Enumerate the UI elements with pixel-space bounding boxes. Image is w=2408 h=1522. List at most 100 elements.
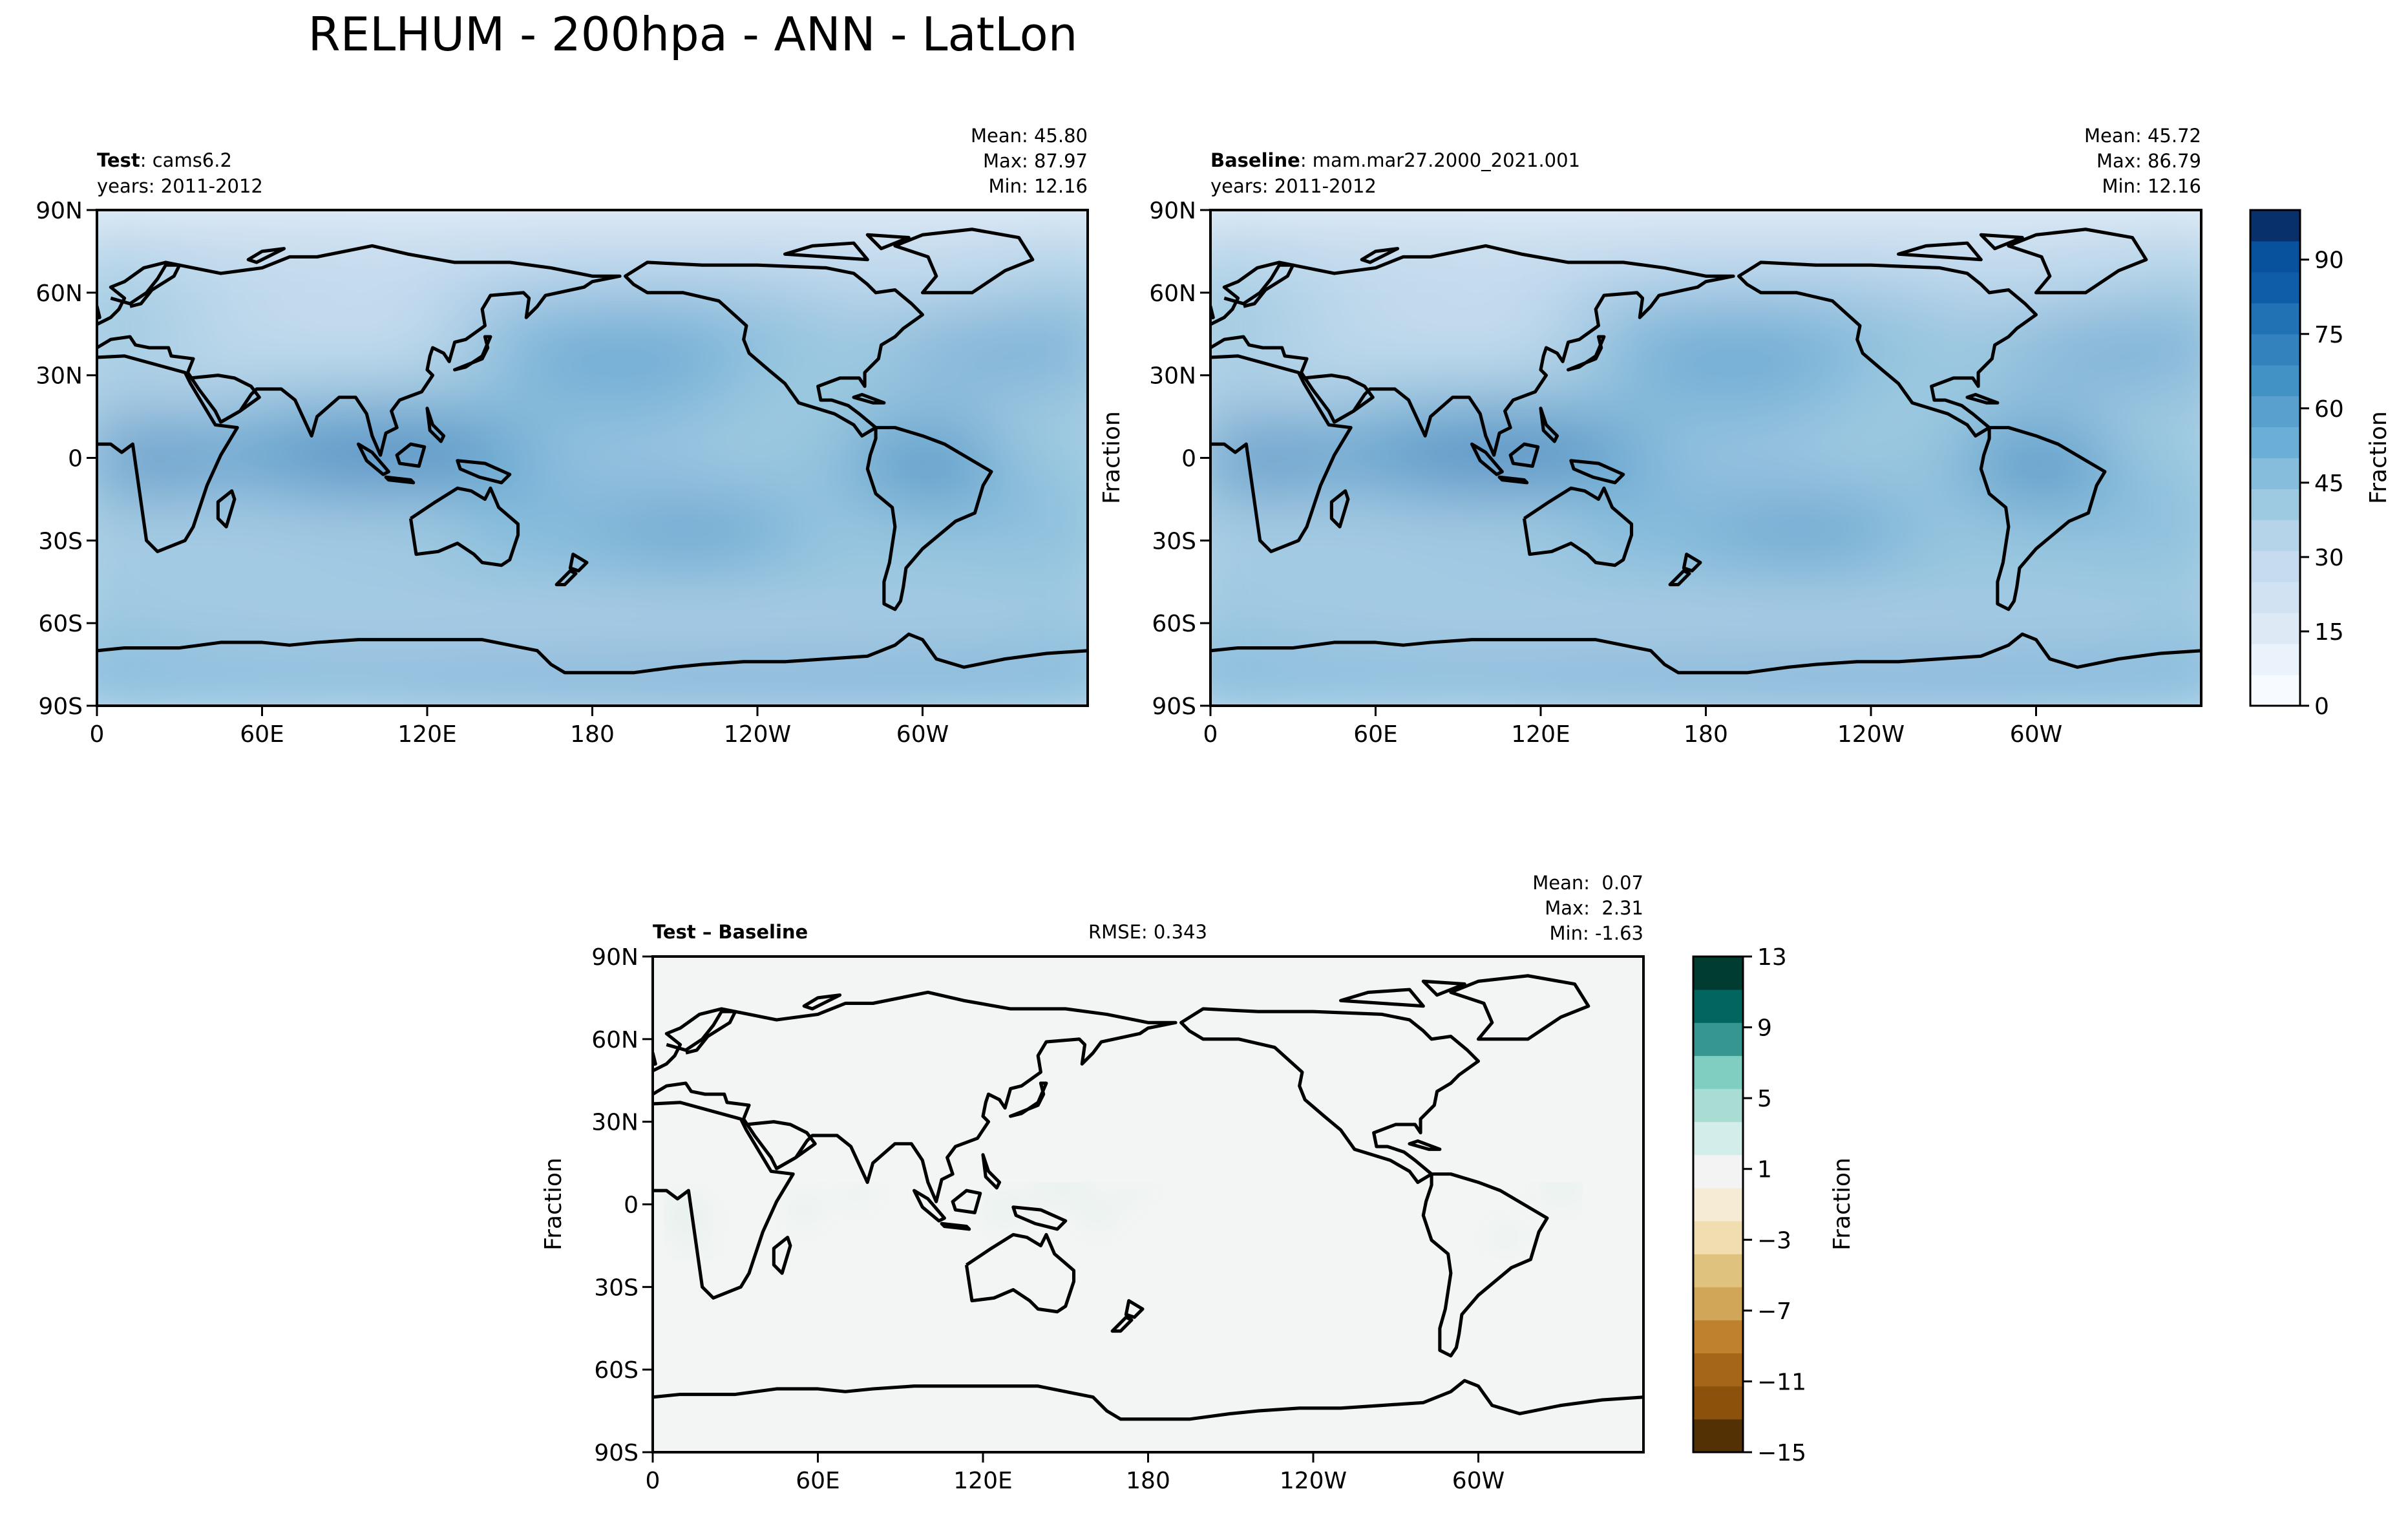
diff-map-background <box>653 957 1643 1452</box>
baseline-ticks: 0 60E 120E 180 120W 60W 90N 60N 30N 0 30S 60S 90S <box>1149 198 2062 748</box>
diff-xtick-label: 0 <box>646 1468 660 1494</box>
baseline-xtick-label: 0 <box>1203 721 1218 748</box>
colorbar-relhum-swatch <box>2250 644 2300 675</box>
baseline-ytick-label: 90S <box>1152 693 1196 720</box>
colorbar-diff-tick-label: 5 <box>1757 1086 1772 1112</box>
baseline-ylabel: Fraction <box>1099 411 1125 504</box>
baseline-xtick-label: 120W <box>1837 721 1905 748</box>
colorbar-diff-tick-label: −15 <box>1757 1440 1806 1466</box>
colorbar-diff-swatch <box>1693 1121 1743 1156</box>
colorbar-diff-swatch <box>1693 1022 1743 1056</box>
colorbar-relhum-swatch <box>2250 551 2300 582</box>
colorbar-diff-swatch <box>1693 1187 1743 1221</box>
baseline-years: years: 2011-2012 <box>1210 175 1377 197</box>
test-ytick-label: 90S <box>38 693 83 720</box>
colorbar-diff-tick-label: −11 <box>1757 1369 1806 1395</box>
panel-diff: 0 60E 120E 180 120W 60W 90N 60N 30N 0 30S 60S 90S Fr… <box>540 872 1645 1494</box>
colorbar-relhum-swatch <box>2250 489 2300 520</box>
colorbar-relhum-swatch <box>2250 427 2300 458</box>
test-xtick-label: 120W <box>724 721 791 748</box>
diff-xtick-label: 120W <box>1280 1468 1347 1494</box>
diff-ylabel: Fraction <box>540 1157 567 1251</box>
colorbar-relhum-tick-label: 90 <box>2314 248 2344 274</box>
colorbar-diff: 13 9 5 1 −3 −7 −11 −15 Fraction <box>1692 944 1855 1466</box>
colorbar-diff-tick-label: −3 <box>1757 1227 1791 1254</box>
colorbar-diff-tick-label: 9 <box>1757 1015 1772 1042</box>
colorbar-diff-swatch <box>1693 957 1743 990</box>
diff-ytick-label: 30S <box>594 1274 639 1301</box>
test-ytick-label: 90N <box>36 198 83 224</box>
colorbar-diff-swatch <box>1693 1320 1743 1354</box>
test-xtick-label: 120E <box>397 721 456 748</box>
colorbar-relhum-tick-label: 60 <box>2314 396 2344 423</box>
figure-title: RELHUM - 200hpa - ANN - LatLon <box>308 7 1078 61</box>
test-ticks: 0 60E 120E 180 120W 60W 90N 60N 30N 0 30S 60S 90S <box>36 198 949 748</box>
baseline-xtick-label: 180 <box>1684 721 1728 748</box>
diff-ytick-label: 60S <box>594 1357 639 1384</box>
diff-xtick-label: 180 <box>1126 1468 1170 1494</box>
diff-stat-min: Min: -1.63 <box>1550 922 1643 944</box>
colorbar-relhum-ticks: 0 15 30 45 60 75 90 <box>2300 248 2344 720</box>
test-xtick-label: 60W <box>896 721 949 748</box>
diff-xtick-label: 60E <box>796 1468 840 1494</box>
baseline-stat-max: Max: 86.79 <box>2096 150 2201 172</box>
test-ytick-label: 30N <box>36 363 83 390</box>
colorbar-diff-swatch <box>1693 1154 1743 1189</box>
test-stat-min: Min: 12.16 <box>989 175 1088 197</box>
diff-ytick-label: 30N <box>591 1110 639 1136</box>
colorbar-diff-swatch <box>1693 1419 1743 1453</box>
colorbar-relhum: 0 15 30 45 60 75 90 Fraction <box>2249 209 2392 720</box>
colorbar-relhum-swatch <box>2250 240 2300 273</box>
baseline-xtick-label: 60W <box>2010 721 2062 748</box>
colorbar-relhum-tick-label: 45 <box>2314 470 2344 497</box>
panel-test: 0 60E 120E 180 120W 60W 90N 60N 30N 0 30S 60S 90S Te… <box>36 125 1089 748</box>
test-stat-max: Max: 87.97 <box>983 150 1088 172</box>
baseline-ytick-label: 60S <box>1152 611 1196 637</box>
colorbar-relhum-swatch <box>2250 210 2300 242</box>
colorbar-relhum-tick-label: 0 <box>2314 693 2329 720</box>
baseline-ytick-label: 60N <box>1149 280 1196 307</box>
colorbar-relhum-swatch <box>2250 675 2300 706</box>
diff-ticks: 0 60E 120E 180 120W 60W 90N 60N 30N 0 30S 60S 90S <box>591 944 1505 1494</box>
colorbar-relhum-label: Fraction <box>2365 411 2392 504</box>
diff-ytick-label: 90N <box>591 944 639 971</box>
colorbar-relhum-tick-label: 30 <box>2314 545 2344 571</box>
test-xtick-label: 180 <box>570 721 615 748</box>
test-ytick-label: 60N <box>36 280 83 307</box>
diff-label: Test – Baseline <box>653 921 808 943</box>
colorbar-diff-label: Fraction <box>1829 1157 1855 1251</box>
diff-rmse: RMSE: 0.343 <box>1088 921 1207 943</box>
test-xtick-label: 60E <box>240 721 284 748</box>
baseline-stat-min: Min: 12.16 <box>2102 175 2201 197</box>
diff-ytick-label: 60N <box>591 1027 639 1053</box>
panel-baseline: 0 60E 120E 180 120W 60W 90N 60N 30N 0 30S 60S 90S Fr… <box>1099 125 2202 748</box>
colorbar-diff-swatch <box>1693 1088 1743 1123</box>
colorbar-diff-swatch <box>1693 1055 1743 1090</box>
colorbar-diff-swatch <box>1693 1254 1743 1287</box>
colorbar-relhum-swatch <box>2250 458 2300 489</box>
test-ytick-label: 60S <box>38 611 83 637</box>
colorbar-relhum-swatch <box>2250 271 2300 304</box>
test-years: years: 2011-2012 <box>97 175 263 197</box>
test-stat-mean: Mean: 45.80 <box>971 125 1088 147</box>
colorbar-diff-tick-label: −7 <box>1757 1298 1791 1325</box>
baseline-stat-mean: Mean: 45.72 <box>2084 125 2201 147</box>
baseline-xtick-label: 60E <box>1353 721 1398 748</box>
baseline-ytick-label: 30S <box>1152 528 1196 555</box>
colorbar-relhum-swatch <box>2250 333 2300 366</box>
diff-map-field <box>664 1182 1583 1260</box>
baseline-ytick-label: 90N <box>1149 198 1196 224</box>
diff-xtick-label: 120E <box>953 1468 1012 1494</box>
test-xtick-label: 0 <box>90 721 105 748</box>
colorbar-diff-swatches <box>1693 957 1743 1453</box>
baseline-label: Baseline: mam.mar27.2000_2021.001 <box>1210 149 1580 171</box>
colorbar-diff-frame <box>1692 955 1744 1453</box>
test-ytick-label: 30S <box>38 528 83 555</box>
colorbar-relhum-swatch <box>2250 613 2300 644</box>
colorbar-relhum-tick-label: 15 <box>2314 619 2344 646</box>
colorbar-diff-swatch <box>1693 1386 1743 1420</box>
diff-ytick-label: 90S <box>594 1440 639 1466</box>
colorbar-diff-swatch <box>1693 1287 1743 1320</box>
colorbar-relhum-swatches <box>2250 210 2300 706</box>
